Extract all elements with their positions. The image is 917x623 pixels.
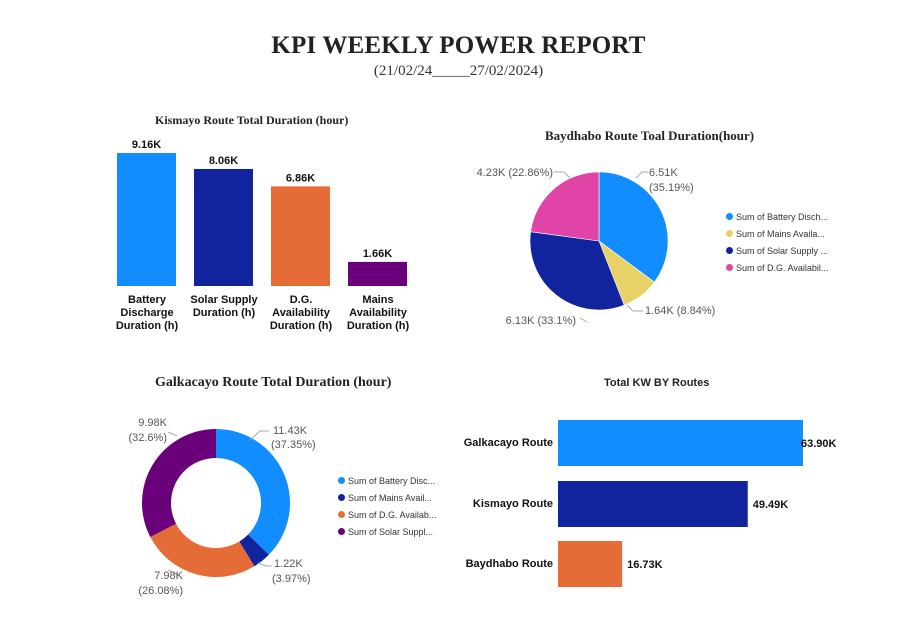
legend-label: Sum of Battery Disc... <box>348 476 436 486</box>
total-kw-bar <box>558 541 623 587</box>
legend-label: Sum of Battery Disch... <box>736 212 829 222</box>
galkacayo-slice-label: 1.22K <box>274 558 303 570</box>
galkacayo-leader-line <box>167 431 178 437</box>
legend-label: Sum of D.G. Availab... <box>348 510 437 520</box>
legend-item[interactable]: Sum of Solar Supply ... <box>726 243 828 260</box>
galkacayo-slice-label: 11.43K <box>273 425 308 437</box>
report-title: KPI WEEKLY POWER REPORT <box>271 32 646 59</box>
legend-dot <box>726 213 733 221</box>
kismayo-bar <box>194 168 253 286</box>
galkacayo-slice-label: (26.08%) <box>138 585 183 597</box>
legend-item[interactable]: Sum of Solar Suppl... <box>338 524 436 541</box>
total-kw-chart-title: Total KW BY Routes <box>604 377 710 389</box>
total-kw-data-label: 16.73K <box>627 559 663 571</box>
legend-dot <box>338 477 345 485</box>
legend-dot <box>338 494 345 502</box>
baydhabo-leader-line <box>579 317 588 323</box>
baydhabo-pie-slice <box>530 171 600 242</box>
report-date-range: (21/02/24_____27/02/2024) <box>373 63 544 79</box>
kismayo-chart-title: Kismayo Route Total Duration (hour) <box>155 113 349 127</box>
baydhabo-slice-label: 6.13K (33.1%) <box>506 315 576 327</box>
legend-item[interactable]: Sum of Mains Availa... <box>726 226 828 243</box>
kismayo-bar <box>117 153 176 286</box>
kismayo-category-label: Mains Availability Duration (h) <box>346 294 410 332</box>
baydhabo-pie-slice <box>529 231 625 311</box>
kismayo-category-label: D.G. Availability Duration (h) <box>269 294 333 332</box>
total-kw-data-label: 63.90K <box>801 438 837 450</box>
legend-dot <box>338 528 345 536</box>
baydhabo-chart-title: Baydhabo Route Toal Duration(hour) <box>545 128 755 143</box>
total-kw-bar <box>558 481 748 527</box>
kismayo-data-label: 1.66K <box>363 248 392 260</box>
legend-dot <box>338 511 345 519</box>
route-category-label: Baydhabo Route <box>465 558 553 570</box>
route-category-label: Kismayo Route <box>472 498 553 510</box>
legend-dot <box>726 230 733 238</box>
baydhabo-pie-slice <box>598 171 669 283</box>
baydhabo-slice-label: (35.19%) <box>649 182 694 194</box>
legend-label: Sum of Mains Avail... <box>348 493 432 503</box>
kismayo-category-label: Solar Supply Duration (h) <box>190 294 258 319</box>
galkacayo-slice-label: 7.98K <box>154 570 183 582</box>
legend-label: Sum of Solar Suppl... <box>348 527 434 537</box>
legend-item[interactable]: Sum of Battery Disch... <box>726 209 828 226</box>
galkacayo-donut-slice <box>216 429 290 555</box>
galkacayo-donut-slice <box>239 534 269 567</box>
kismayo-data-label: 8.06K <box>209 155 238 167</box>
legend-label: Sum of Mains Availa... <box>736 229 825 239</box>
galkacayo-slice-label: (37.35%) <box>271 439 316 451</box>
kismayo-data-label: 9.16K <box>132 139 161 151</box>
galkacayo-slice-label: (3.97%) <box>272 573 311 585</box>
baydhabo-slice-label: 1.64K (8.84%) <box>645 305 715 317</box>
legend-item[interactable]: Sum of Battery Disc... <box>338 473 436 490</box>
galkacayo-donut-slice <box>141 429 216 538</box>
baydhabo-slice-label: 6.51K <box>649 167 678 179</box>
kismayo-data-label: 6.86K <box>286 172 315 184</box>
galkacayo-leader-line <box>249 430 269 441</box>
total-kw-data-label: 49.49K <box>753 499 789 511</box>
galkacayo-donut-slice <box>150 523 255 577</box>
legend-item[interactable]: Sum of D.G. Availabil... <box>726 260 828 277</box>
galkacayo-legend: Sum of Battery Disc... Sum of Mains Avai… <box>338 473 436 541</box>
galkacayo-leader-line <box>257 562 272 567</box>
legend-item[interactable]: Sum of D.G. Availab... <box>338 507 436 524</box>
total-kw-bar <box>558 420 803 466</box>
galkacayo-chart-title: Galkacayo Route Total Duration (hour) <box>155 375 392 390</box>
kismayo-bar <box>348 261 407 286</box>
legend-dot <box>726 247 733 255</box>
kismayo-category-label: Battery Discharge Duration (h) <box>115 294 179 332</box>
route-category-label: Galkacayo Route <box>463 437 553 449</box>
galkacayo-slice-label: 9.98K <box>138 417 167 429</box>
baydhabo-leader-line <box>626 304 643 312</box>
galkacayo-leader-line <box>167 569 179 576</box>
legend-label: Sum of Solar Supply ... <box>736 246 829 256</box>
legend-label: Sum of D.G. Availabil... <box>736 263 829 273</box>
legend-item[interactable]: Sum of Mains Avail... <box>338 490 436 507</box>
baydhabo-leader-line <box>635 171 648 179</box>
galkacayo-slice-label: (32.6%) <box>128 432 167 444</box>
baydhabo-leader-line <box>554 171 571 179</box>
baydhabo-legend: Sum of Battery Disch... Sum of Mains Ava… <box>726 209 828 277</box>
baydhabo-slice-label: 4.23K (22.86%) <box>477 167 553 179</box>
legend-dot <box>726 264 733 272</box>
kismayo-bar <box>271 186 330 286</box>
